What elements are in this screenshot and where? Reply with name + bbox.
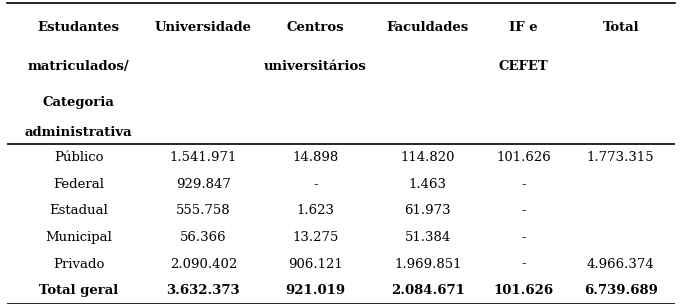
Text: administrativa: administrativa <box>25 126 132 139</box>
Text: Federal: Federal <box>53 178 104 191</box>
Text: 1.463: 1.463 <box>409 178 447 191</box>
Text: 61.973: 61.973 <box>404 204 451 217</box>
Text: Faculdades: Faculdades <box>387 21 469 34</box>
Text: 2.090.402: 2.090.402 <box>170 258 237 270</box>
Text: 906.121: 906.121 <box>288 258 343 270</box>
Text: 555.758: 555.758 <box>176 204 231 217</box>
Text: 1.773.315: 1.773.315 <box>587 151 655 164</box>
Text: 6.739.689: 6.739.689 <box>584 284 657 297</box>
Text: 51.384: 51.384 <box>404 231 451 244</box>
Text: -: - <box>313 178 318 191</box>
Text: Municipal: Municipal <box>45 231 112 244</box>
Text: 101.626: 101.626 <box>496 151 551 164</box>
Text: Categoria: Categoria <box>43 96 115 109</box>
Text: IF e: IF e <box>509 21 538 34</box>
Text: Centros: Centros <box>287 21 344 34</box>
Text: Universidade: Universidade <box>155 21 252 34</box>
Text: CEFET: CEFET <box>499 60 548 73</box>
Text: 2.084.671: 2.084.671 <box>391 284 465 297</box>
Text: 56.366: 56.366 <box>180 231 226 244</box>
Text: 1.969.851: 1.969.851 <box>394 258 462 270</box>
Text: Total geral: Total geral <box>39 284 118 297</box>
Text: matriculados/: matriculados/ <box>28 60 130 73</box>
Text: -: - <box>521 231 526 244</box>
Text: 1.541.971: 1.541.971 <box>170 151 237 164</box>
Text: 114.820: 114.820 <box>400 151 455 164</box>
Text: -: - <box>521 258 526 270</box>
Text: 101.626: 101.626 <box>493 284 554 297</box>
Text: 14.898: 14.898 <box>293 151 339 164</box>
Text: universitários: universitários <box>264 60 367 73</box>
Text: 921.019: 921.019 <box>286 284 346 297</box>
Text: Privado: Privado <box>53 258 104 270</box>
Text: 929.847: 929.847 <box>176 178 231 191</box>
Text: 13.275: 13.275 <box>293 231 339 244</box>
Text: 3.632.373: 3.632.373 <box>166 284 240 297</box>
Text: Público: Público <box>54 151 104 164</box>
Text: Total: Total <box>602 21 639 34</box>
Text: Estudantes: Estudantes <box>38 21 119 34</box>
Text: 4.966.374: 4.966.374 <box>587 258 655 270</box>
Text: -: - <box>521 204 526 217</box>
Text: Estadual: Estadual <box>49 204 108 217</box>
Text: -: - <box>521 178 526 191</box>
Text: 1.623: 1.623 <box>297 204 335 217</box>
